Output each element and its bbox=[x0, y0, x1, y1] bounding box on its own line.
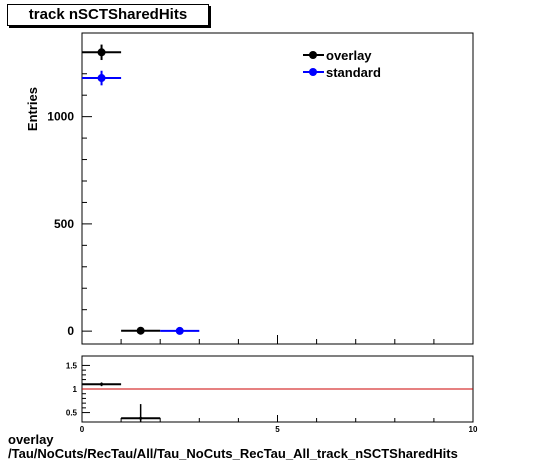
ratio-y-tick-label: 1 bbox=[73, 385, 78, 394]
ratio-x-tick-label: 10 bbox=[469, 425, 478, 434]
ratio-point bbox=[100, 382, 104, 386]
y-tick-label: 0 bbox=[67, 324, 74, 338]
legend-label-standard: standard bbox=[326, 65, 381, 80]
ratio-x-tick-label: 5 bbox=[275, 425, 280, 434]
legend-label-overlay: overlay bbox=[326, 48, 372, 63]
standard-point bbox=[97, 74, 106, 83]
overlay-point bbox=[136, 326, 145, 335]
ratio-point bbox=[139, 416, 143, 420]
main-plot-frame bbox=[81, 32, 474, 345]
main-plot: 0 500 1000 Entries overlay standard bbox=[25, 32, 474, 345]
ratio-plot: 0.5 1 1.5 0 5 10 bbox=[66, 355, 478, 434]
caption-line-1: overlay bbox=[8, 432, 54, 447]
ratio-y-tick-label: 0.5 bbox=[66, 409, 78, 418]
chart-title: track nSCTSharedHits bbox=[28, 6, 188, 23]
y-axis-label: Entries bbox=[25, 87, 40, 131]
y-tick-label: 1000 bbox=[47, 110, 74, 124]
caption-line-2: /Tau/NoCuts/RecTau/All/Tau_NoCuts_RecTau… bbox=[8, 446, 458, 461]
standard-point bbox=[175, 326, 184, 335]
ratio-y-tick-label: 1.5 bbox=[66, 361, 78, 370]
legend-marker-overlay bbox=[309, 51, 317, 59]
chart-title-box: track nSCTSharedHits bbox=[7, 4, 209, 26]
ratio-x-tick-label: 0 bbox=[80, 425, 85, 434]
legend-marker-standard bbox=[309, 68, 317, 76]
overlay-point bbox=[97, 48, 106, 57]
y-tick-label: 500 bbox=[54, 217, 74, 231]
